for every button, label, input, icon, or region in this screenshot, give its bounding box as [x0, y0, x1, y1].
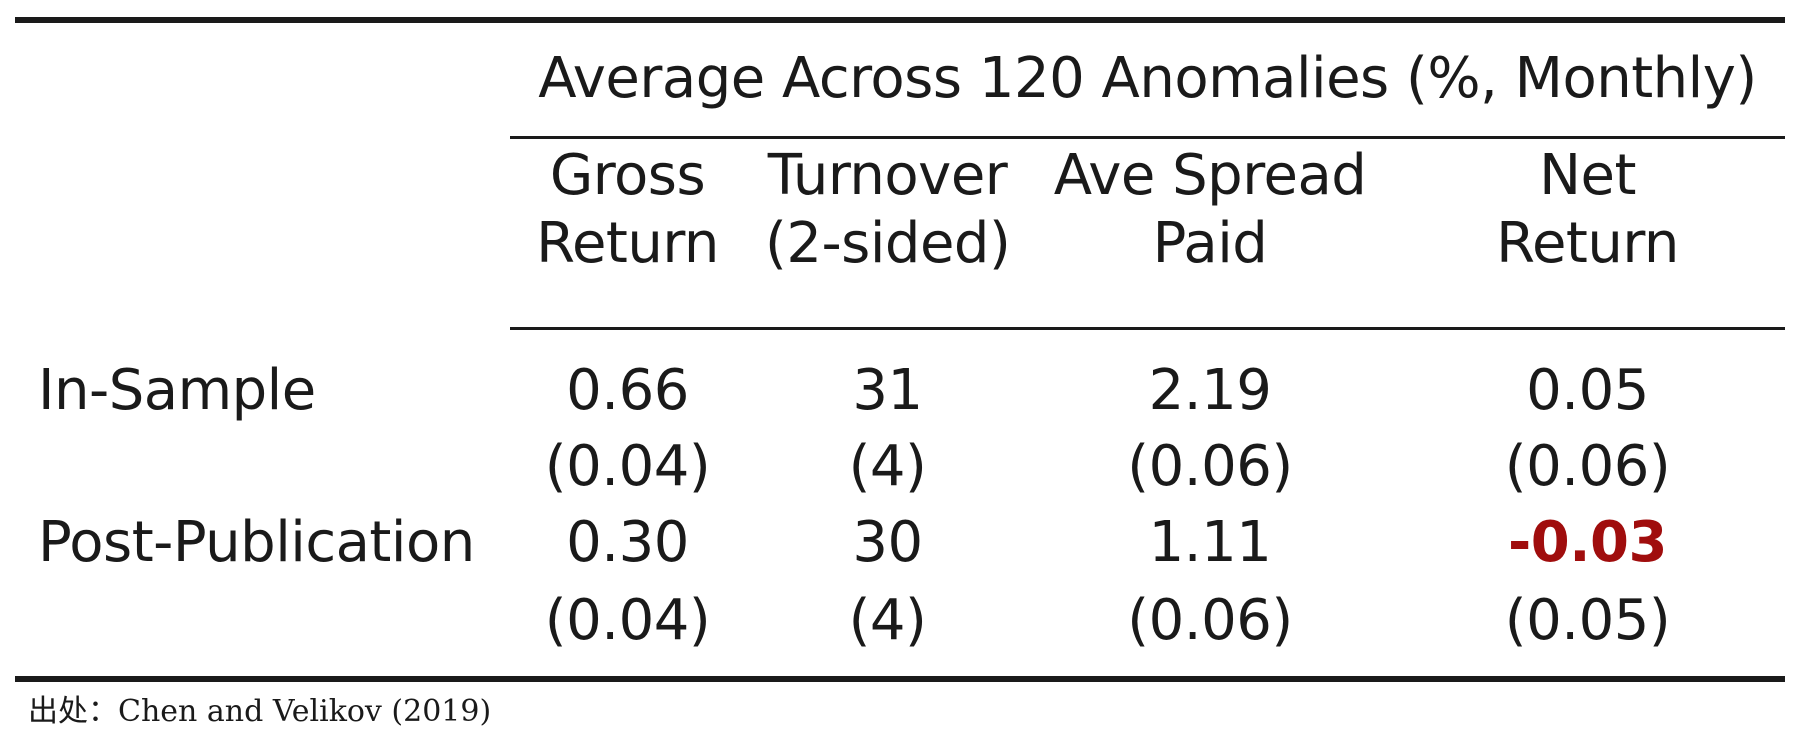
- column-header-turnover-line1: Turnover: [767, 143, 1008, 208]
- bottom-rule: [15, 676, 1785, 682]
- column-header-gross-return-line1: Gross: [549, 143, 706, 208]
- source-note: 出处：Chen and Velikov (2019): [28, 694, 492, 729]
- column-header-gross-return-line2: Return: [536, 211, 719, 276]
- table-cell-se: (0.04): [544, 434, 711, 499]
- row-label-post-publication: Post-Publication: [38, 510, 475, 575]
- group-header: Average Across 120 Anomalies (%, Monthly…: [538, 46, 1757, 111]
- table-cell-se: (0.06): [1127, 588, 1293, 653]
- row-label-in-sample: In-Sample: [38, 358, 316, 423]
- table-cell-se: (0.05): [1504, 588, 1671, 653]
- top-rule: [15, 17, 1785, 23]
- table-cell: 30: [852, 510, 923, 575]
- column-header-turnover-line2: (2-sided): [765, 211, 1011, 276]
- table-cell: 0.05: [1526, 358, 1649, 423]
- column-header-net-return-line1: Net: [1539, 143, 1636, 208]
- table-cell: 0.30: [566, 510, 689, 575]
- table-cell: 31: [852, 358, 923, 423]
- group-rule: [510, 136, 1785, 139]
- table-cell-se: (4): [848, 588, 927, 653]
- table-cell-se: (0.06): [1127, 434, 1293, 499]
- table-cell: 1.11: [1148, 510, 1272, 575]
- column-header-net-return-line2: Return: [1496, 211, 1679, 276]
- table-cell: 0.66: [566, 358, 689, 423]
- highlighted-net-return-cell: -0.03: [1508, 510, 1667, 575]
- table-cell-se: (4): [848, 434, 927, 499]
- table-cell: 2.19: [1148, 358, 1272, 423]
- table-cell-se: (0.04): [544, 588, 711, 653]
- table-cell-se: (0.06): [1504, 434, 1671, 499]
- header-rule: [510, 327, 1785, 330]
- column-header-ave-spread-line2: Paid: [1152, 211, 1268, 276]
- column-header-ave-spread-line1: Ave Spread: [1053, 143, 1367, 208]
